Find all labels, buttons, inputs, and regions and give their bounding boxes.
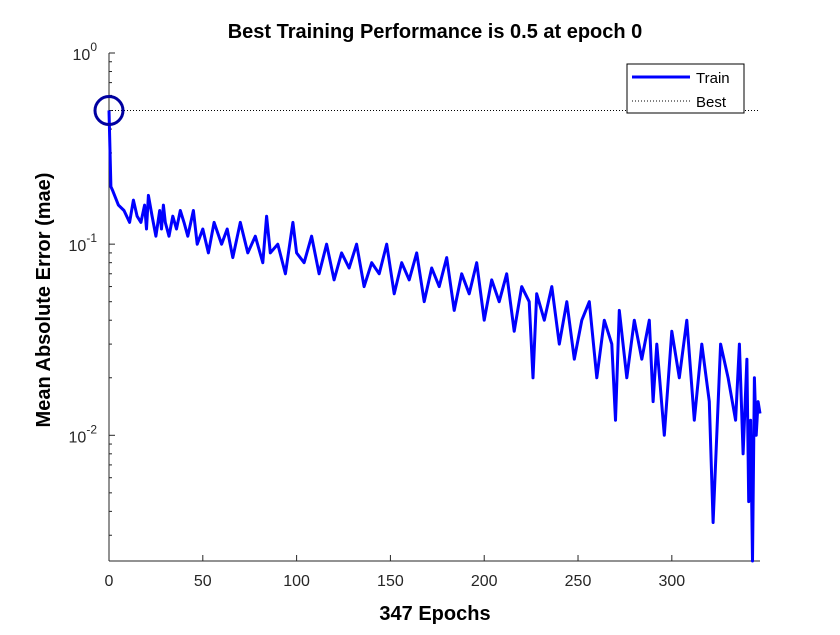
y-axis-label: Mean Absolute Error (mae) — [33, 173, 55, 428]
y-tick-label: 10-2 — [69, 422, 98, 446]
legend-best-label: Best — [696, 94, 727, 111]
legend-box — [626, 63, 745, 114]
legend-train-label: Train — [696, 70, 730, 87]
x-tick-label: 150 — [377, 573, 404, 590]
x-tick-label: 100 — [283, 573, 310, 590]
legend: Train Best — [626, 63, 745, 114]
x-tick-label: 200 — [471, 573, 498, 590]
chart-title: Best Training Performance is 0.5 at epoc… — [228, 21, 643, 43]
x-tick-label: 0 — [105, 573, 114, 590]
best-marker — [93, 95, 125, 127]
x-tick-label: 300 — [658, 573, 685, 590]
x-axis-label: 347 Epochs — [379, 603, 490, 625]
x-tick-label: 250 — [565, 573, 592, 590]
y-tick-label: 100 — [73, 40, 98, 64]
x-tick-label: 50 — [194, 573, 212, 590]
y-tick-label: 10-1 — [69, 231, 98, 255]
train-series-line — [107, 110, 762, 563]
plot-area: 0 50 100 150 200 250 300 100 10-1 10-2 — [69, 40, 762, 590]
